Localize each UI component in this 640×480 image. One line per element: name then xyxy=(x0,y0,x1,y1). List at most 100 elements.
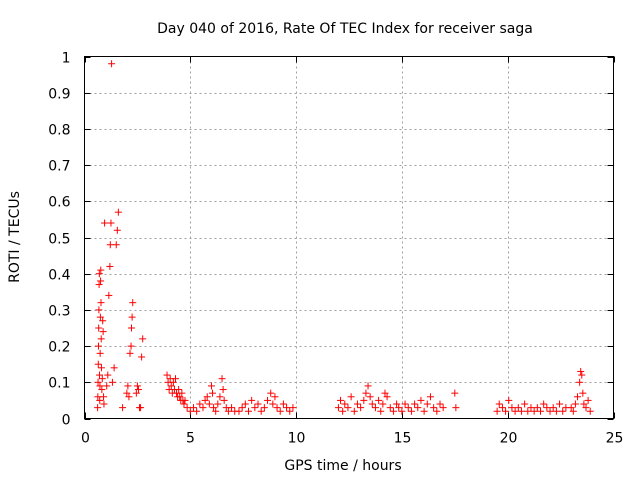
data-point xyxy=(203,393,211,401)
data-point xyxy=(112,241,120,249)
data-point xyxy=(98,386,106,394)
data-point xyxy=(94,404,102,412)
data-point xyxy=(586,407,594,415)
data-point xyxy=(426,393,434,401)
data-point xyxy=(276,407,284,415)
data-point xyxy=(119,404,127,412)
grid-lines xyxy=(84,56,614,419)
data-point xyxy=(133,382,141,390)
data-point xyxy=(96,396,104,404)
data-point xyxy=(433,407,441,415)
data-point xyxy=(181,396,189,404)
data-point xyxy=(337,396,345,404)
data-point xyxy=(260,404,268,412)
data-point xyxy=(495,400,503,408)
data-point xyxy=(124,382,132,390)
data-point xyxy=(439,404,447,412)
y-axis-label: ROTI / TECUs xyxy=(7,191,23,283)
data-point xyxy=(127,342,135,350)
data-point xyxy=(96,371,104,379)
data-point xyxy=(420,407,428,415)
data-point xyxy=(126,349,134,357)
data-point xyxy=(366,393,374,401)
data-point xyxy=(379,400,387,408)
data-point xyxy=(543,404,551,412)
data-point xyxy=(219,386,227,394)
data-point xyxy=(107,219,115,227)
data-point xyxy=(436,400,444,408)
y-tick-label: 0.2 xyxy=(48,340,70,356)
data-point xyxy=(404,404,412,412)
data-point xyxy=(364,382,372,390)
data-point xyxy=(423,400,431,408)
data-point xyxy=(257,407,265,415)
data-point xyxy=(533,404,541,412)
data-point xyxy=(350,407,358,415)
y-tick-label: 0.4 xyxy=(48,268,70,284)
y-tick-label: 0.7 xyxy=(48,159,70,175)
data-point xyxy=(97,364,105,372)
y-tick-label: 1 xyxy=(62,51,71,67)
data-point xyxy=(578,371,586,379)
data-point xyxy=(508,404,516,412)
data-point xyxy=(97,335,105,343)
data-point xyxy=(383,393,391,401)
data-point xyxy=(289,404,297,412)
data-point xyxy=(125,393,133,401)
data-point xyxy=(97,277,105,285)
data-point xyxy=(414,404,422,412)
data-point xyxy=(180,400,188,408)
data-point xyxy=(559,407,567,415)
data-point xyxy=(347,393,355,401)
data-point xyxy=(214,400,222,408)
data-point xyxy=(228,404,236,412)
data-point xyxy=(389,407,397,415)
data-point xyxy=(569,407,577,415)
data-point xyxy=(279,400,287,408)
data-point xyxy=(398,407,406,415)
data-point xyxy=(375,396,383,404)
data-point xyxy=(96,313,104,321)
x-tick-label: 20 xyxy=(500,431,518,447)
data-point xyxy=(244,407,252,415)
data-point xyxy=(100,400,108,408)
data-point xyxy=(137,404,145,412)
y-tick-label: 0.1 xyxy=(48,376,70,392)
data-point xyxy=(582,404,590,412)
data-point xyxy=(514,404,522,412)
data-point xyxy=(502,407,510,415)
x-tick-label: 10 xyxy=(288,431,306,447)
data-point xyxy=(189,404,197,412)
data-point xyxy=(224,407,232,415)
data-point xyxy=(212,407,220,415)
data-point xyxy=(171,375,179,383)
data-point xyxy=(344,404,352,412)
data-point xyxy=(552,407,560,415)
data-point xyxy=(129,299,137,307)
data-point xyxy=(283,404,291,412)
data-points xyxy=(94,60,594,415)
data-point xyxy=(238,404,246,412)
data-point xyxy=(218,375,226,383)
data-point xyxy=(549,404,557,412)
data-point xyxy=(381,389,389,397)
data-point xyxy=(371,404,379,412)
data-point xyxy=(94,342,102,350)
x-tick-labels: 0 5 10 15 20 25 xyxy=(81,431,623,447)
data-point xyxy=(360,396,368,404)
data-point xyxy=(175,386,183,394)
data-point xyxy=(269,400,277,408)
data-point xyxy=(96,382,104,390)
data-point xyxy=(94,360,102,368)
data-point xyxy=(377,407,385,415)
y-tick-label: 0.9 xyxy=(48,87,70,103)
data-point xyxy=(273,404,281,412)
data-point xyxy=(517,407,525,415)
data-point xyxy=(99,328,107,336)
data-point xyxy=(216,393,224,401)
data-point xyxy=(567,404,575,412)
data-point xyxy=(132,389,140,397)
x-tick-label: 5 xyxy=(186,431,195,447)
data-point xyxy=(264,396,272,404)
data-point xyxy=(178,389,186,397)
